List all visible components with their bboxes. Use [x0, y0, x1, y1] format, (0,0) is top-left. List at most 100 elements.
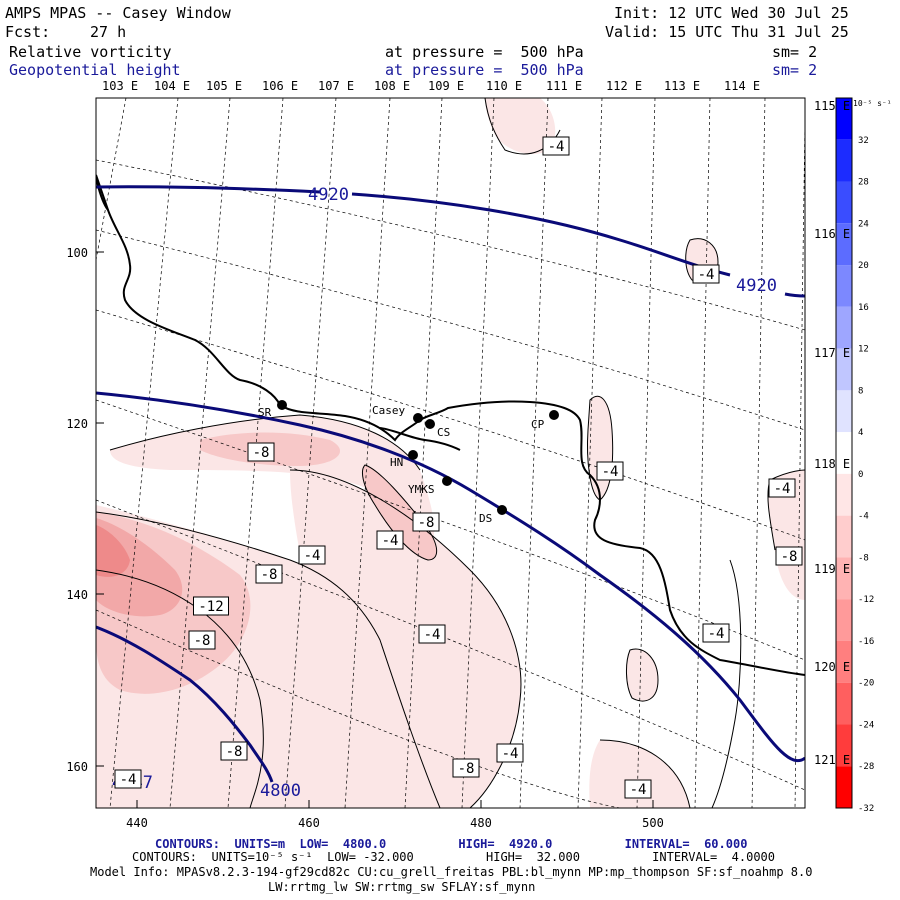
field1-level: at pressure = 500 hPa — [385, 43, 584, 61]
top-lon-label: 110 E — [486, 79, 522, 93]
vorticity-label-box — [768, 478, 796, 498]
colorbar-frame — [835, 97, 853, 809]
height-label: 4920 — [736, 276, 777, 296]
colorbar-tick-label: 16 — [858, 303, 869, 313]
top-lon-label: 104 E — [154, 79, 190, 93]
vorticity-label-box — [775, 546, 803, 566]
vorticity-label-box — [376, 530, 404, 550]
colorbar-tick-label: -16 — [858, 637, 874, 647]
station-label: DS — [479, 512, 492, 525]
neg-vorticity-region — [589, 740, 690, 808]
right-lon-label: 118 E — [814, 457, 850, 471]
vorticity-label: -8 — [458, 761, 475, 777]
neg-vorticity-region — [290, 470, 521, 808]
vorticity-label-box — [624, 779, 652, 799]
neg-vorticity-region — [96, 525, 130, 577]
colorbar-swatch — [836, 348, 852, 391]
field1-smoothing: sm= 2 — [772, 43, 818, 61]
neg-vorticity-region — [485, 98, 556, 155]
colorbar-swatch — [836, 766, 852, 808]
vorticity-label: -8 — [253, 445, 270, 461]
vorticity-label-box — [193, 596, 229, 616]
height-labels: 4920 4920 4800 4747 — [112, 185, 777, 801]
colorbar-swatch — [836, 557, 852, 600]
vorticity-label-box — [114, 769, 142, 789]
colorbar-tick-label: 20 — [858, 261, 869, 271]
y-axis-labels: 100 120 140 160 — [66, 246, 88, 774]
y-tick-label: 120 — [66, 417, 88, 431]
graticule — [96, 98, 805, 808]
station-marker — [549, 410, 559, 420]
top-lon-label: 111 E — [546, 79, 582, 93]
colorbar-tick-label: 24 — [858, 219, 869, 229]
vorticity-label: -4 — [424, 627, 441, 643]
station-label: Casey — [372, 404, 405, 417]
colorbar-tick-label: -20 — [858, 679, 874, 689]
vorticity-label-box — [496, 743, 524, 763]
top-lon-label: 105 E — [206, 79, 242, 93]
x-axis-labels: 440 460 480 500 — [126, 816, 664, 830]
colorbar-swatch — [836, 139, 852, 182]
vorticity-label-box — [247, 442, 275, 462]
vorticity-label-box — [255, 564, 283, 584]
station-marker — [442, 476, 452, 486]
forecast-hours: 27 h — [90, 23, 127, 41]
height-label: 4800 — [260, 781, 301, 801]
station-label: YMKS — [408, 483, 435, 496]
colorbar-tick-label: -24 — [858, 720, 874, 730]
vorticity-label: -4 — [602, 464, 619, 480]
top-lon-label: 114 E — [724, 79, 760, 93]
colorbar-tick-label: 12 — [858, 345, 869, 355]
field1-name: Relative vorticity — [9, 43, 172, 61]
vorticity-label: -4 — [120, 772, 137, 788]
vorticity-label: -8 — [226, 744, 243, 760]
station-label: CP — [531, 418, 545, 431]
colorbar-tick-label: 32 — [858, 136, 869, 146]
right-lon-label: 117 E — [814, 346, 850, 360]
vorticity-label-box — [298, 545, 326, 565]
top-lon-label: 112 E — [606, 79, 642, 93]
vorticity-label: -4 — [630, 782, 647, 798]
colorbar-swatch — [836, 724, 852, 767]
vorticity-label: -4 — [382, 533, 399, 549]
top-lon-label: 103 E — [102, 79, 138, 93]
neg-vorticity-region — [110, 415, 435, 550]
vorticity-label-box — [596, 461, 624, 481]
colorbar-tick-label: -12 — [858, 595, 874, 605]
colorbar-tick-label: 28 — [858, 178, 869, 188]
vorticity-label: -8 — [418, 515, 435, 531]
x-tick-label: 460 — [298, 816, 320, 830]
colorbar-unit: 10⁻⁵ s⁻¹ — [853, 99, 892, 108]
colorbar-tick-label: -28 — [858, 762, 874, 772]
forecast-label: Fcst: — [5, 23, 51, 41]
x-tick-label: 480 — [470, 816, 492, 830]
model-info-physics: LW:rrtmg_lw SW:rrtmg_sw SFLAY:sf_mynn — [268, 880, 536, 894]
vorticity-label: -4 — [502, 746, 519, 762]
right-lon-label: 121 E — [814, 753, 850, 767]
vorticity-label-box — [452, 758, 480, 778]
colorbar-swatch — [836, 306, 852, 349]
field2-level: at pressure = 500 hPa — [385, 61, 584, 79]
right-lon-label: 116 E — [814, 227, 850, 241]
neg-vorticity-region — [626, 649, 658, 701]
page-title: AMPS MPAS -- Casey Window — [5, 4, 231, 22]
valid-time: Valid: 15 UTC Thu 31 Jul 25 — [605, 23, 849, 41]
top-lon-label: 107 E — [318, 79, 354, 93]
station-marker — [497, 505, 507, 515]
field2-smoothing: sm= 2 — [772, 61, 818, 79]
station-label: SR — [258, 406, 272, 419]
vorticity-labels: -4 -4 -8 -4 -4 -8 -4 -8 -4 -8 -12 -8 -4 -4 -8 -8 -4 -4 -4 — [114, 136, 803, 799]
colorbar-tick-label: -8 — [858, 553, 869, 563]
neg-vorticity-region — [767, 470, 805, 600]
top-lon-label: 109 E — [428, 79, 464, 93]
x-tick-label: 500 — [642, 816, 664, 830]
vorticity-label: -12 — [198, 599, 223, 615]
colorbar-swatch — [836, 98, 852, 140]
vorticity-label: -8 — [261, 567, 278, 583]
model-info: Model Info: MPASv8.2.3-194-gf29cd82c CU:… — [90, 865, 813, 879]
vorticity-label-box — [542, 136, 570, 156]
colorbar-swatch — [836, 515, 852, 558]
station-label: CS — [437, 426, 450, 439]
colorbar-tick-label: -4 — [858, 512, 869, 522]
field2-name: Geopotential height — [9, 61, 181, 79]
